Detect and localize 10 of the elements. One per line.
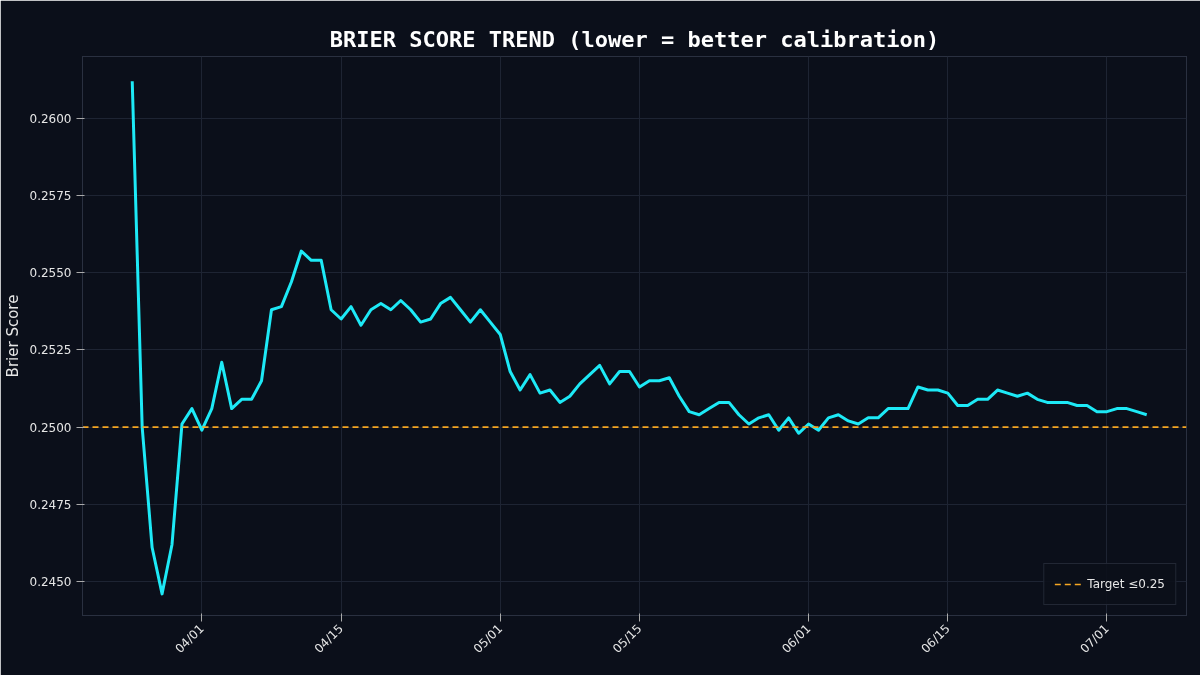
y-tick-label: 0.2600 xyxy=(29,111,72,126)
y-axis-title: Brier Score xyxy=(3,294,22,378)
chart-title: BRIER SCORE TREND (lower = better calibration) xyxy=(329,26,940,52)
y-tick-label: 0.2500 xyxy=(29,420,72,435)
legend-label: Target ≤0.25 xyxy=(1087,577,1165,591)
y-tick-label: 0.2550 xyxy=(29,266,72,281)
y-tick-label: 0.2525 xyxy=(29,343,72,358)
y-tick-label: 0.2575 xyxy=(29,188,72,203)
y-tick-label: 0.2475 xyxy=(29,497,72,512)
y-tick-label: 0.2450 xyxy=(29,575,72,590)
